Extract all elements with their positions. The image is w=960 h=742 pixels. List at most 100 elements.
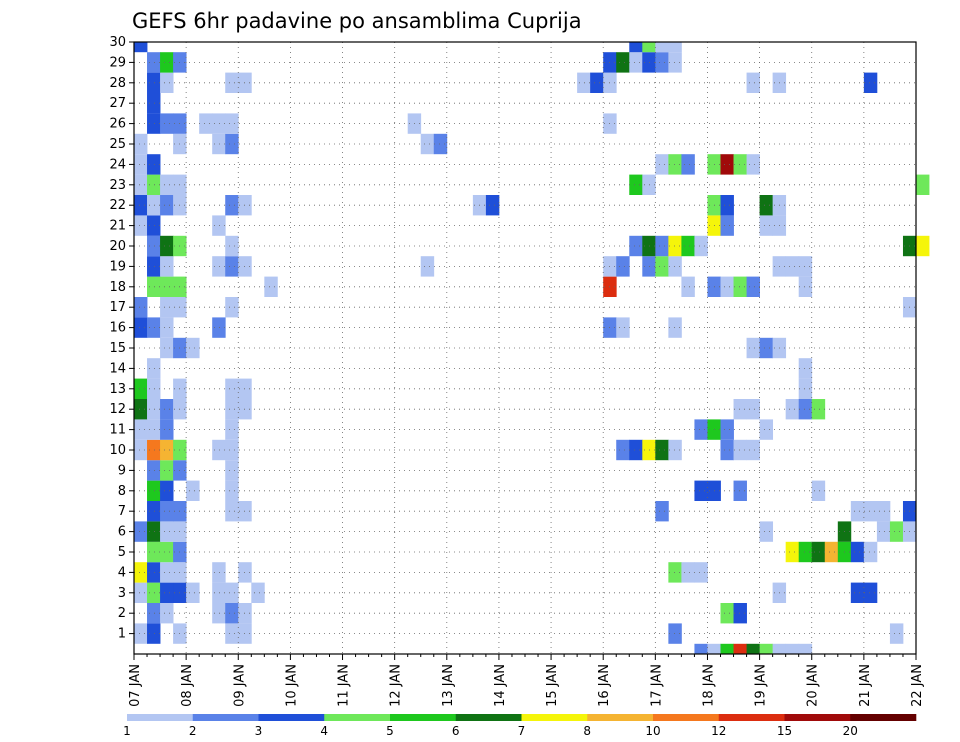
x-tick-label: 19 JAN [754,664,769,707]
heatmap-cell [186,582,200,603]
heatmap-cell [147,215,161,236]
heatmap-cell [798,399,813,420]
heatmap-cell [798,643,813,654]
y-tick-label: 2 [118,606,126,621]
heatmap-cell [212,256,226,277]
heatmap-cell [785,541,800,563]
x-tick-label: 10 JAN [284,664,299,707]
heatmap-cell [199,113,213,134]
heatmap-cell [160,541,174,563]
heatmap-cell [759,215,774,236]
heatmap-cell [681,562,695,583]
heatmap-cell [147,603,161,624]
heatmap-cell [863,72,878,93]
y-tick-label: 15 [109,341,126,356]
heatmap-cell [134,521,148,542]
y-tick-label: 7 [118,504,126,519]
colorbar-swatch [455,714,522,721]
y-tick-label: 13 [109,382,126,397]
heatmap-cell [733,603,747,624]
x-tick-label: 12 JAN [389,664,404,707]
heatmap-cell [134,439,148,461]
heatmap-cell [629,42,643,53]
heatmap-cell [134,582,148,603]
heatmap-cell [225,460,239,481]
heatmap-cell [134,42,148,53]
heatmap-cell [759,419,774,440]
heatmap-cell [160,174,174,195]
y-tick-label: 3 [118,586,126,601]
heatmap-cell [655,501,669,522]
heatmap-cell [798,541,813,563]
y-tick-label: 24 [109,157,126,172]
heatmap-cell [850,582,865,603]
heatmap-cell [160,582,174,603]
y-tick-label: 12 [109,402,126,417]
heatmap-cell [785,643,800,654]
heatmap-cell [642,42,656,53]
heatmap-cell [668,154,682,175]
colorbar-swatch [653,714,720,721]
heatmap-cell [863,582,878,603]
heatmap-cell [225,256,239,277]
heatmap-cell [629,52,643,73]
heatmap-cell [668,623,682,644]
y-tick-label: 30 [109,35,126,50]
y-tick-label: 26 [109,117,126,132]
heatmap-cell [798,378,813,399]
heatmap-cell [772,643,787,654]
heatmap-cell [694,419,708,440]
heatmap-cell [668,235,682,257]
y-tick-label: 27 [109,96,126,111]
heatmap-cell [746,154,760,175]
heatmap-cell [147,235,161,257]
heatmap-cell [733,480,747,501]
heatmap-cell [629,235,643,257]
colorbar-label: 20 [843,724,858,738]
colorbar: 1 2 3 4 5 6 7 8 10 12 15 20 [123,714,917,738]
heatmap-cell [863,501,878,522]
heatmap-cell [225,195,239,216]
heatmap-cell [147,378,161,399]
heatmap-cell [134,399,148,420]
y-tick-label: 10 [109,443,126,458]
heatmap-cell [655,235,669,257]
heatmap-cell [616,256,630,277]
colorbar-label: 2 [189,724,197,738]
heatmap-cell [746,399,760,420]
heatmap-cell [134,195,148,216]
heatmap-cell [160,276,174,297]
heatmap-cell [160,562,174,583]
heatmap-cell [160,297,174,318]
heatmap-cell [225,439,239,461]
heatmap-cell [798,276,813,297]
heatmap-cell [147,154,161,175]
heatmap-cell [134,562,148,583]
heatmap-cell [225,582,239,603]
heatmap-cell [720,195,734,216]
heatmap-cell [811,541,826,563]
heatmap-cell [147,276,161,297]
heatmap-cell [876,501,891,522]
colorbar-swatch [192,714,259,721]
heatmap-cell [225,297,239,318]
heatmap-cell [225,480,239,501]
heatmap-cell [212,582,226,603]
y-tick-label: 6 [118,525,126,540]
heatmap-cell [577,72,591,93]
heatmap-cell [225,623,239,644]
heatmap-cell [147,93,161,114]
colorbar-label: 7 [518,724,526,738]
heatmap-cell [160,460,174,481]
heatmap-cell [251,582,265,603]
heatmap-cell [720,439,734,461]
x-tick-label: 14 JAN [493,664,508,707]
heatmap-cell [733,399,747,420]
heatmap-cell [420,256,435,277]
x-tick-label: 20 JAN [806,664,821,707]
heatmap-cell [225,603,239,624]
chart-title: GEFS 6hr padavine po ansamblima Cuprija [132,9,582,33]
heatmap-cell [785,399,800,420]
heatmap-cell [147,256,161,277]
heatmap-cell [433,133,448,155]
